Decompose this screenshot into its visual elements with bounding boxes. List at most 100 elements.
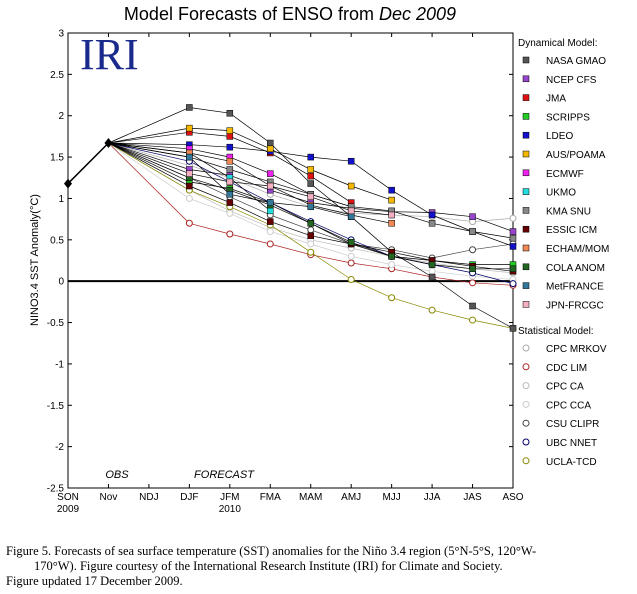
- obs-point: [104, 138, 113, 149]
- point-cola-anom: [307, 220, 314, 227]
- point-nasa-gmao: [307, 180, 314, 187]
- series-line-cdc-lim: [108, 142, 514, 286]
- legend-swatch-cola-anom: [522, 263, 530, 271]
- point-cola-anom: [469, 265, 476, 273]
- point-cola-anom: [509, 265, 517, 273]
- legend-label-ucla-tcd: UCLA-TCD: [546, 457, 597, 468]
- series-line-ucla-tcd: [108, 142, 514, 329]
- point-jma: [226, 133, 234, 140]
- point-cpc-cca: [226, 209, 234, 217]
- point-metfrance: [186, 153, 193, 161]
- point-cola-anom: [347, 239, 355, 246]
- y-tick-label: 1.5: [50, 153, 64, 164]
- point-ncep-cfs: [509, 228, 517, 235]
- series-line-csu-clipr: [108, 142, 514, 259]
- legend-label-nasa-gmao: NASA GMAO: [546, 56, 606, 67]
- obs-point: [64, 178, 72, 189]
- point-ldeo: [307, 153, 314, 161]
- point-aus-poama: [388, 196, 395, 204]
- legend-label-ecmwf: ECMWF: [546, 169, 584, 180]
- point-cdc-lim: [347, 259, 355, 267]
- forecast-label: FORECAST: [194, 469, 255, 481]
- figure-caption: Figure 5. Forecasts of sea surface tempe…: [6, 544, 631, 589]
- x-tick-label: JFM: [220, 492, 239, 503]
- point-jpn-frcgc: [186, 170, 193, 177]
- series-line-ncep-cfs: [108, 142, 514, 232]
- point-cpc-cca: [388, 261, 396, 269]
- y-tick-label: 3: [58, 29, 64, 40]
- point-ucla-tcd: [347, 276, 355, 284]
- legend-label-ubc-nnet: UBC NNET: [546, 438, 597, 449]
- point-metfrance: [307, 203, 314, 210]
- y-tick-label: -1.5: [47, 401, 65, 412]
- point-kma-snu: [226, 166, 234, 173]
- legend-label-jpn-frcgc: JPN-FRCGC: [546, 300, 604, 311]
- point-ucla-tcd: [388, 294, 396, 302]
- point-ubc-nnet: [509, 280, 517, 288]
- legend-label-ukmo: UKMO: [546, 188, 576, 199]
- point-csu-clipr: [469, 246, 477, 254]
- point-metfrance: [267, 199, 274, 206]
- x-tick-label: Nov: [100, 492, 118, 503]
- point-cpc-cca: [428, 267, 436, 275]
- point-jpn-frcgc: [226, 178, 234, 186]
- x-tick-label: AMJ: [341, 492, 361, 503]
- series-line-cola-anom: [108, 142, 513, 270]
- legend-swatch-ecmwf: [522, 169, 530, 177]
- point-ukmo: [267, 207, 274, 215]
- series-line-cpc-cca: [108, 142, 514, 280]
- point-csu-clipr: [307, 226, 315, 234]
- x-tick-label: JAS: [463, 492, 482, 503]
- point-aus-poama: [307, 166, 314, 173]
- point-cpc-cca: [307, 240, 315, 248]
- point-nasa-gmao: [428, 273, 436, 281]
- y-tick-label: 2: [58, 111, 64, 122]
- point-essic-icm: [186, 182, 193, 190]
- point-echam-mom: [388, 220, 395, 227]
- legend-swatch-ldeo: [522, 131, 530, 139]
- point-cpc-cca: [347, 252, 355, 260]
- point-cpc-cca: [266, 228, 274, 236]
- point-ldeo: [388, 186, 395, 194]
- x-tick-label: FMA: [260, 492, 281, 503]
- point-cola-anom: [388, 253, 395, 260]
- x-tick-label: MJJ: [382, 492, 400, 503]
- y-axis-label: NINO3.4 SST Anomaly(°C): [29, 194, 41, 326]
- legend-label-echam-mom: ECHAM/MOM: [546, 244, 609, 255]
- point-jpn-frcgc: [388, 211, 395, 219]
- legend-swatch-nasa-gmao: [522, 56, 530, 64]
- point-ldeo: [428, 211, 436, 219]
- point-ucla-tcd: [428, 306, 436, 314]
- legend-label-cdc-lim: CDC LIM: [546, 363, 587, 374]
- legend-label-essic-icm: ESSIC ICM: [546, 225, 597, 236]
- legend-label-csu-clipr: CSU CLIPR: [546, 419, 599, 430]
- legend-header-statistical: Statistical Model:: [518, 326, 594, 337]
- legend-swatch-essic-icm: [522, 225, 530, 233]
- legend-label-jma: JMA: [546, 94, 566, 105]
- series-line-cpc-ca: [108, 142, 514, 274]
- y-tick-label: 1: [58, 194, 64, 205]
- legend-swatch-ubc-nnet: [522, 438, 530, 446]
- point-nasa-gmao: [186, 104, 193, 111]
- point-kma-snu: [428, 220, 436, 227]
- legend-swatch-kma-snu: [522, 207, 530, 214]
- year-label: 2010: [219, 504, 242, 515]
- caption-line-1: Figure 5. Forecasts of sea surface tempe…: [6, 544, 537, 558]
- point-aus-poama: [347, 182, 355, 190]
- point-essic-icm: [226, 199, 234, 206]
- point-nasa-gmao: [469, 302, 476, 310]
- x-tick-label: DJF: [180, 492, 198, 503]
- point-jpn-frcgc: [347, 207, 355, 215]
- point-cdc-lim: [185, 219, 193, 227]
- plot-frame: [67, 32, 514, 489]
- legend-swatch-cpc-ca: [522, 382, 530, 390]
- point-ucla-tcd: [307, 248, 315, 256]
- legend-label-cola-anom: COLA ANOM: [546, 263, 605, 274]
- x-tick-label: NDJ: [139, 492, 158, 503]
- y-tick-label: 0: [58, 277, 64, 288]
- point-jma: [307, 172, 314, 180]
- series-line-metfrance: [108, 142, 352, 218]
- point-aus-poama: [186, 124, 193, 132]
- y-tick-label: -0.5: [47, 318, 65, 329]
- point-metfrance: [226, 191, 234, 198]
